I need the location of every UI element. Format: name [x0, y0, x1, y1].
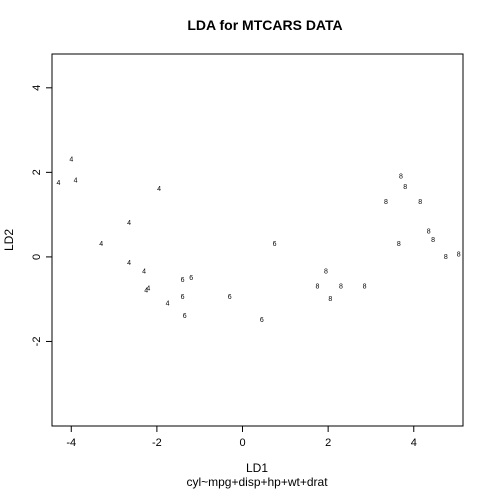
point-label: 8	[384, 199, 388, 206]
point-label: 8	[427, 228, 431, 235]
x-tick-label: 4	[411, 437, 417, 449]
x-tick-label: 0	[239, 437, 245, 449]
point-label: 4	[142, 269, 146, 276]
y-axis: -2 0 2 4	[31, 85, 53, 347]
point-label: 6	[228, 294, 232, 301]
point-label: 6	[183, 313, 187, 320]
y-tick-label: 0	[31, 254, 43, 260]
y-tick-label: 4	[31, 85, 43, 91]
x-tick-label: -4	[66, 437, 76, 449]
chart-subtitle: cyl~mpg+disp+hp+wt+drat	[186, 475, 328, 489]
point-label: 6	[181, 277, 185, 284]
x-tick-label: 2	[325, 437, 331, 449]
point-label: 4	[99, 241, 103, 248]
point-label: 6	[189, 275, 193, 282]
point-label: 6	[181, 294, 185, 301]
point-label: 6	[273, 241, 277, 248]
x-tick-label: -2	[152, 437, 162, 449]
y-tick-label: -2	[31, 337, 43, 347]
chart-title: LDA for MTCARS DATA	[187, 17, 342, 33]
point-label: 4	[166, 300, 170, 307]
point-label: 8	[315, 283, 319, 290]
point-label: 4	[56, 180, 60, 187]
point-label: 4	[74, 178, 78, 185]
point-label: 4	[157, 186, 161, 193]
point-label: 8	[431, 237, 435, 244]
x-axis-label: LD1	[246, 461, 268, 475]
point-label: 8	[403, 184, 407, 191]
x-axis: -4 -2 0 2 4	[66, 425, 417, 449]
point-label: 8	[457, 252, 461, 259]
point-label: 8	[339, 283, 343, 290]
point-label: 4	[144, 288, 148, 295]
point-label: 4	[127, 260, 131, 267]
y-axis-label: LD2	[2, 229, 16, 251]
point-label: 8	[397, 241, 401, 248]
point-label: 8	[328, 296, 332, 303]
y-tick-label: 2	[31, 169, 43, 175]
point-label: 8	[444, 254, 448, 261]
point-label: 8	[363, 283, 367, 290]
point-label: 8	[324, 269, 328, 276]
point-label: 6	[260, 317, 264, 324]
point-label: 4	[146, 285, 150, 292]
point-label: 8	[399, 173, 403, 180]
point-label: 4	[69, 157, 73, 164]
point-label: 8	[418, 199, 422, 206]
point-label: 4	[127, 220, 131, 227]
plot-frame	[51, 53, 464, 427]
